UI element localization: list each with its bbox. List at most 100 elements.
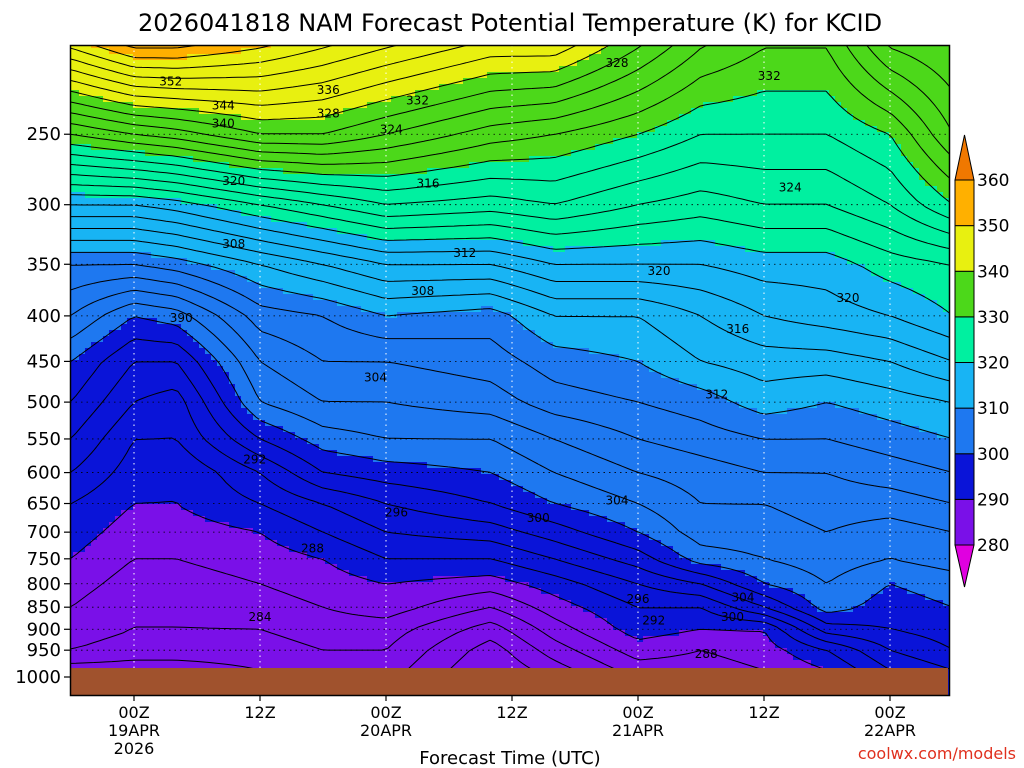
field-cell [151, 174, 158, 181]
field-cell [133, 180, 140, 187]
field-cell [631, 162, 638, 169]
field-cell [493, 186, 500, 193]
field-cell [895, 216, 902, 223]
field-cell [271, 90, 278, 97]
field-cell [121, 180, 128, 187]
field-cell [901, 126, 908, 133]
field-cell [313, 96, 320, 103]
field-cell [385, 234, 392, 241]
field-cell [187, 240, 194, 247]
field-cell [211, 108, 218, 115]
field-cell [283, 204, 290, 211]
field-cell [127, 228, 134, 235]
field-cell [427, 48, 434, 55]
field-cell [793, 228, 800, 235]
field-cell [481, 66, 488, 73]
field-cell [901, 96, 908, 103]
field-cell [727, 228, 734, 235]
field-cell [649, 60, 656, 67]
field-cell [601, 162, 608, 169]
field-cell [415, 48, 422, 55]
field-cell [517, 84, 524, 91]
field-cell [847, 168, 854, 175]
field-cell [673, 120, 680, 127]
field-cell [865, 174, 872, 181]
field-cell [751, 216, 758, 223]
field-cell [409, 228, 416, 235]
field-cell [355, 174, 362, 181]
field-cell [181, 210, 188, 217]
field-cell [733, 120, 740, 127]
field-cell [205, 174, 212, 181]
field-cell [691, 240, 698, 247]
field-cell [349, 102, 356, 109]
field-cell [361, 54, 368, 61]
field-cell [157, 228, 164, 235]
field-cell [559, 90, 566, 97]
field-cell [235, 78, 242, 85]
field-cell [631, 150, 638, 157]
field-cell [193, 198, 200, 205]
field-cell [817, 198, 824, 205]
field-cell [775, 48, 782, 55]
field-cell [373, 174, 380, 181]
field-cell [451, 48, 458, 55]
field-cell [757, 114, 764, 121]
field-cell [919, 150, 926, 157]
field-cell [643, 72, 650, 79]
field-cell [739, 174, 746, 181]
field-cell [565, 198, 572, 205]
field-cell [343, 210, 350, 217]
field-cell [109, 222, 116, 229]
field-cell [817, 84, 824, 91]
field-cell [70, 180, 74, 187]
field-cell [175, 114, 182, 121]
field-cell [937, 102, 944, 109]
field-cell [919, 180, 926, 187]
field-cell [883, 114, 890, 121]
field-cell [115, 180, 122, 187]
field-cell [457, 72, 464, 79]
field-cell [217, 234, 224, 241]
field-cell [655, 150, 662, 157]
field-cell [643, 186, 650, 193]
field-cell [625, 120, 632, 127]
field-cell [253, 54, 260, 61]
field-cell [793, 210, 800, 217]
field-cell [169, 84, 176, 91]
field-cell [823, 45, 830, 49]
field-cell [397, 48, 404, 55]
field-cell [571, 186, 578, 193]
field-cell [127, 192, 134, 199]
field-cell [337, 96, 344, 103]
field-cell [667, 66, 674, 73]
field-cell [577, 240, 584, 247]
field-cell [865, 168, 872, 175]
field-cell [565, 48, 572, 55]
field-cell [937, 84, 944, 91]
field-cell [697, 78, 704, 85]
field-cell [823, 54, 830, 61]
field-cell [625, 168, 632, 175]
field-cell [289, 45, 296, 49]
field-cell [583, 222, 590, 229]
field-cell [85, 45, 92, 49]
field-cell [913, 210, 920, 217]
field-cell [283, 138, 290, 145]
field-cell [469, 162, 476, 169]
field-cell [937, 186, 944, 193]
field-cell [523, 210, 530, 217]
field-cell [829, 198, 836, 205]
field-cell [685, 96, 692, 103]
field-cell [727, 144, 734, 151]
field-cell [763, 78, 770, 85]
field-cell [427, 174, 434, 181]
field-cell [421, 174, 428, 181]
field-cell [883, 126, 890, 133]
field-cell [871, 150, 878, 157]
field-cell [673, 186, 680, 193]
field-cell [931, 234, 938, 241]
field-cell [343, 156, 350, 163]
field-cell [523, 45, 530, 49]
field-cell [655, 162, 662, 169]
